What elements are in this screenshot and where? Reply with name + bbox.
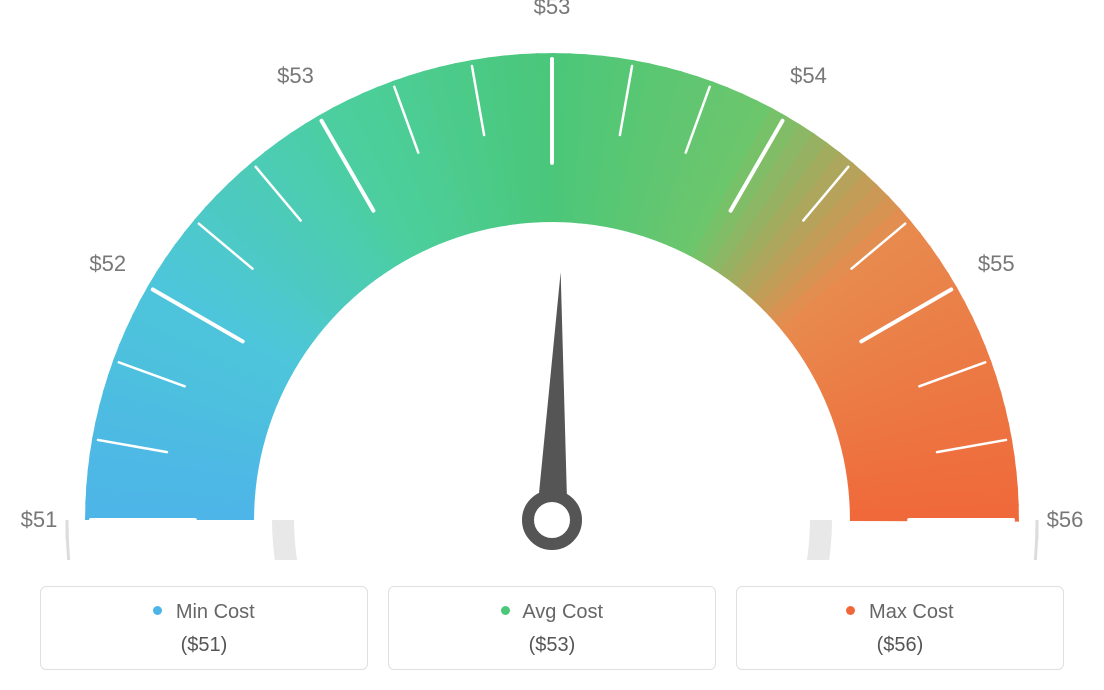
legend-max-dot [846, 606, 855, 615]
legend-min-label: Min Cost [51, 601, 357, 624]
legend-max-value: ($56) [747, 634, 1053, 657]
tick-label: $53 [277, 63, 314, 89]
legend-max: Max Cost ($56) [736, 586, 1064, 670]
gauge-area: $51 $52 $53 $53 $54 $55 $56 [0, 0, 1104, 560]
legend-avg-label: Avg Cost [399, 601, 705, 624]
legend-min-value: ($51) [51, 634, 357, 657]
tick-label: $56 [1047, 507, 1084, 533]
legend-max-label-text: Max Cost [869, 601, 953, 623]
tick-label: $55 [978, 251, 1015, 277]
tick-label: $54 [790, 63, 827, 89]
legend-min-dot [153, 606, 162, 615]
legend-avg-dot [501, 606, 510, 615]
legend-max-label: Max Cost [747, 601, 1053, 624]
tick-label: $51 [21, 507, 58, 533]
legend-avg-value: ($53) [399, 634, 705, 657]
legend-min: Min Cost ($51) [40, 586, 368, 670]
cost-gauge-chart: $51 $52 $53 $53 $54 $55 $56 Min Cost ($51) Avg… [0, 0, 1104, 690]
legend-avg: Avg Cost ($53) [388, 586, 716, 670]
tick-label: $52 [89, 251, 126, 277]
tick-label: $53 [534, 0, 571, 20]
gauge-svg [0, 0, 1104, 560]
legend-avg-label-text: Avg Cost [522, 601, 603, 623]
legend-row: Min Cost ($51) Avg Cost ($53) Max Cost (… [40, 586, 1064, 670]
legend-min-label-text: Min Cost [176, 601, 255, 623]
